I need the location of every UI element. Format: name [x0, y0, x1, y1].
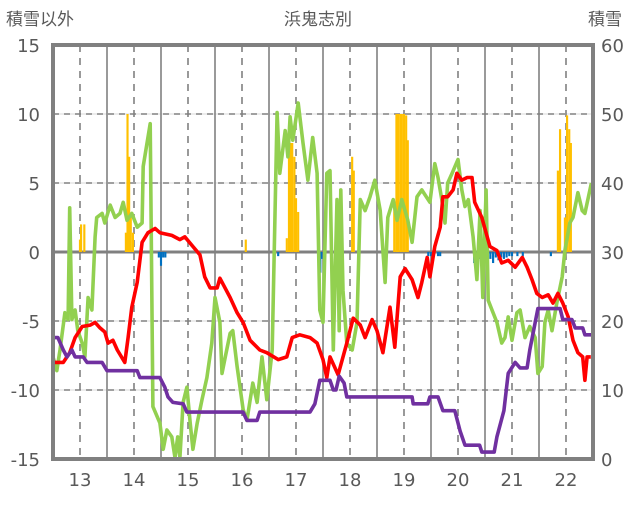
y-tick-left: -10 — [11, 381, 40, 402]
bar-negative — [510, 252, 514, 257]
bar-positive — [291, 142, 294, 252]
y-tick-right: 60 — [601, 36, 624, 57]
x-tick: 21 — [501, 470, 524, 491]
series-line-0 — [51, 101, 594, 460]
y-tick-right: 10 — [601, 381, 624, 402]
bar-positive — [406, 140, 409, 252]
bar-positive — [399, 114, 402, 252]
bar-negative — [508, 252, 511, 257]
bar-negative — [277, 252, 280, 257]
x-tick: 18 — [339, 470, 362, 491]
bar-positive — [83, 224, 86, 252]
bar-positive — [293, 156, 296, 252]
bar-positive — [129, 213, 132, 252]
bar-positive — [396, 114, 400, 252]
bar-positive — [400, 114, 403, 252]
bar-positive — [128, 156, 131, 252]
bar-negative — [549, 252, 552, 257]
bar-negative — [492, 252, 495, 264]
bar-positive — [556, 170, 559, 252]
y-tick-right: 30 — [601, 243, 624, 264]
bar-positive — [297, 211, 300, 252]
y-tick-left: 0 — [29, 243, 40, 264]
bar-positive — [569, 142, 572, 252]
bar-negative — [427, 252, 430, 257]
left-axis-title: 積雪以外 — [6, 10, 74, 30]
bars — [78, 114, 572, 273]
bar-negative — [320, 252, 323, 259]
bar-negative — [516, 252, 519, 257]
bar-positive — [287, 156, 291, 252]
bar-negative — [436, 252, 440, 257]
x-tick: 16 — [231, 470, 254, 491]
bar-positive — [126, 114, 129, 252]
series-line-1 — [53, 171, 591, 383]
y-tick-left: 5 — [29, 174, 40, 195]
bar-positive — [402, 114, 406, 252]
bar-negative — [505, 252, 508, 258]
bar-positive — [405, 115, 408, 252]
x-tick: 17 — [285, 470, 308, 491]
bar-negative — [164, 252, 167, 258]
bar-negative — [489, 252, 492, 259]
bar-positive — [285, 238, 288, 252]
right-axis-title: 積雪 — [588, 10, 622, 30]
bar-negative — [157, 252, 160, 258]
y-tick-left: -15 — [11, 450, 40, 471]
y-tick-left: 10 — [17, 105, 40, 126]
bar-positive — [558, 129, 562, 252]
y-tick-right: 50 — [601, 105, 624, 126]
x-tick: 15 — [177, 470, 200, 491]
bar-positive — [563, 217, 566, 252]
y-tick-left: -5 — [22, 312, 40, 333]
x-tick: 19 — [393, 470, 416, 491]
bar-positive — [80, 224, 83, 252]
bar-positive — [351, 156, 354, 252]
x-tick: 13 — [69, 470, 92, 491]
bar-negative — [502, 252, 505, 259]
bar-positive — [244, 239, 247, 252]
x-tick: 22 — [555, 470, 578, 491]
y-tick-left: 15 — [17, 36, 40, 57]
x-tick: 14 — [123, 470, 146, 491]
bar-negative — [521, 252, 524, 257]
grid — [53, 45, 593, 459]
bar-negative — [429, 252, 433, 257]
bar-negative — [439, 252, 442, 257]
lines — [51, 101, 594, 460]
x-tick: 20 — [447, 470, 470, 491]
plot-frame — [51, 43, 595, 461]
bar-positive — [393, 202, 396, 252]
bar-positive — [566, 115, 569, 252]
bar-positive — [124, 232, 127, 252]
y-tick-right: 20 — [601, 312, 624, 333]
y-tick-right: 40 — [601, 174, 624, 195]
series-line-2 — [53, 306, 592, 454]
chart-title: 浜鬼志別 — [284, 10, 352, 30]
bar-positive — [131, 232, 134, 252]
bar-positive — [294, 198, 298, 252]
bar-positive — [289, 142, 292, 252]
y-tick-right: 0 — [601, 450, 612, 471]
bar-positive — [395, 114, 398, 252]
bar-negative — [162, 252, 165, 258]
bar-negative — [494, 252, 497, 258]
bar-negative — [500, 252, 503, 258]
bar-positive — [352, 170, 355, 252]
bar-negative — [159, 252, 163, 266]
bar-positive — [568, 129, 571, 252]
